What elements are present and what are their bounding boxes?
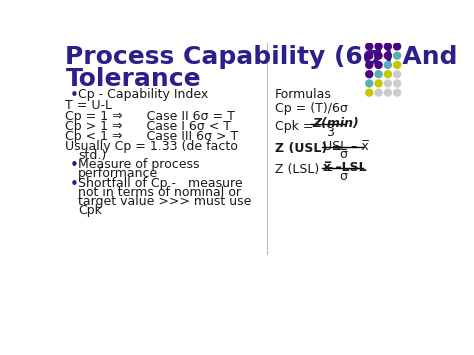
Circle shape [366,61,373,69]
Text: •: • [70,176,79,192]
Circle shape [384,89,392,96]
Circle shape [375,52,382,59]
Text: Cpk =: Cpk = [275,120,317,133]
Text: performance: performance [78,167,158,180]
Circle shape [394,52,401,59]
Text: Measure of process: Measure of process [78,158,200,171]
Text: std.): std.) [78,149,106,162]
Circle shape [394,61,401,69]
Circle shape [366,52,373,59]
Circle shape [366,80,373,87]
Text: target value >>> must use: target value >>> must use [78,195,251,208]
Circle shape [366,89,373,96]
Text: Cp = 1 ⇒      Case II 6σ = T: Cp = 1 ⇒ Case II 6σ = T [65,110,235,122]
Text: Cpk: Cpk [78,204,102,217]
Circle shape [375,80,382,87]
Text: x̅ –LSL: x̅ –LSL [323,161,366,174]
Circle shape [384,80,392,87]
Text: Formulas: Formulas [275,88,332,101]
Text: T = U-L: T = U-L [65,99,112,112]
Text: not in terms of nominal or: not in terms of nominal or [78,186,241,199]
Text: Shortfall of Cp -   measure: Shortfall of Cp - measure [78,176,243,190]
Text: Process Capability (6σ) And: Process Capability (6σ) And [65,45,458,69]
Circle shape [375,71,382,78]
Text: Z (USL) =: Z (USL) = [275,142,346,155]
Text: σ: σ [339,170,347,183]
Circle shape [375,89,382,96]
Text: Cp - Capability Index: Cp - Capability Index [78,88,208,101]
Text: Cp > 1 ⇒      Case I 6σ < T: Cp > 1 ⇒ Case I 6σ < T [65,120,231,133]
Circle shape [375,61,382,69]
Circle shape [384,61,392,69]
Circle shape [375,43,382,50]
Circle shape [394,89,401,96]
Text: •: • [70,88,79,103]
Text: Cp = (T)/6σ: Cp = (T)/6σ [275,102,347,115]
Text: Cp < 1 ⇒      Case III 6σ > T: Cp < 1 ⇒ Case III 6σ > T [65,130,239,143]
Text: Z (LSL) =: Z (LSL) = [275,164,337,176]
Circle shape [366,71,373,78]
Text: Usually Cp = 1.33 (de facto: Usually Cp = 1.33 (de facto [65,140,238,153]
Text: 3: 3 [326,126,334,139]
Circle shape [384,43,392,50]
Text: Tolerance: Tolerance [65,67,201,91]
Circle shape [394,71,401,78]
Circle shape [384,52,392,59]
Circle shape [394,43,401,50]
Text: σ: σ [339,148,347,161]
Text: Z(min): Z(min) [312,117,359,130]
Circle shape [394,80,401,87]
Text: •: • [70,158,79,173]
Text: USL – x̅: USL – x̅ [323,140,368,153]
Circle shape [366,43,373,50]
Circle shape [384,71,392,78]
